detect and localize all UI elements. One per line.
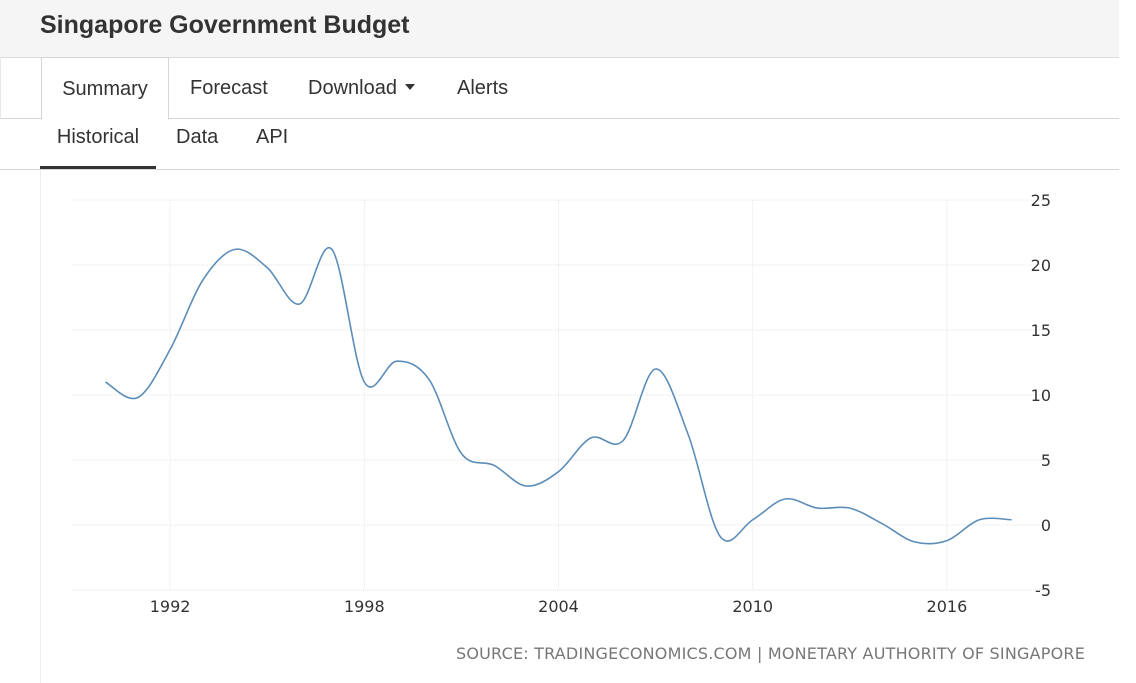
y-tick-label: 10 (1031, 386, 1051, 405)
tab-alerts[interactable]: Alerts (457, 77, 509, 99)
data-point[interactable] (813, 504, 821, 512)
subtab-historical[interactable]: Historical (40, 119, 156, 169)
data-point[interactable] (166, 346, 174, 354)
chart-grid (73, 199, 1044, 591)
data-point[interactable] (878, 520, 886, 528)
tab-forecast[interactable]: Forecast (190, 77, 268, 99)
data-point[interactable] (231, 245, 239, 253)
data-point[interactable] (198, 277, 206, 285)
data-point[interactable] (749, 516, 757, 524)
data-point[interactable] (943, 537, 951, 545)
tab-download[interactable]: Download (308, 57, 415, 119)
y-tick-label: 5 (1041, 451, 1051, 470)
data-point[interactable] (490, 461, 498, 469)
tab-download-label: Download (308, 77, 397, 99)
y-tick-label: -5 (1035, 581, 1051, 600)
x-axis: 1992 1998 2004 2010 2016 (150, 597, 968, 616)
source-note: SOURCE: TRADINGECONOMICS.COM | MONETARY … (456, 644, 1086, 663)
tab-summary[interactable]: Summary (41, 57, 169, 120)
page-header: Singapore Government Budget (0, 0, 1119, 58)
data-point[interactable] (296, 300, 304, 308)
data-point[interactable] (263, 264, 271, 272)
subtab-data[interactable]: Data (176, 126, 219, 148)
data-point[interactable] (781, 495, 789, 503)
data-point[interactable] (846, 504, 854, 512)
y-tick-label: 25 (1031, 191, 1051, 210)
data-point[interactable] (393, 357, 401, 365)
x-tick-label: 2016 (927, 597, 968, 616)
subtab-api[interactable]: API (256, 126, 289, 148)
y-tick-label: 20 (1031, 256, 1051, 275)
y-axis: -5 0 5 10 15 20 25 (1031, 191, 1051, 600)
sub-tabs: Historical Data API (0, 119, 1119, 170)
caret-down-icon (404, 83, 415, 90)
x-tick-label: 2010 (732, 597, 773, 616)
data-point[interactable] (716, 533, 724, 541)
data-point[interactable] (134, 394, 142, 402)
data-point[interactable] (652, 365, 660, 373)
main-tabs: Summary Forecast Download Alerts (0, 57, 1119, 120)
x-tick-label: 1998 (344, 597, 385, 616)
data-point[interactable] (975, 516, 983, 524)
y-tick-label: 15 (1031, 321, 1051, 340)
budget-line-chart: -5 0 5 10 15 20 25 1992 1998 2004 2010 2016 (73, 191, 1051, 616)
data-point[interactable] (1008, 516, 1016, 524)
x-tick-label: 1992 (150, 597, 191, 616)
series-line (104, 246, 1012, 545)
chart-container: -5 0 5 10 15 20 25 1992 1998 2004 2010 2016 (40, 170, 1119, 683)
data-point[interactable] (619, 437, 627, 445)
x-tick-label: 2004 (538, 597, 579, 616)
data-point[interactable] (555, 468, 563, 476)
data-point[interactable] (457, 450, 465, 458)
data-point[interactable] (328, 245, 336, 253)
chart-series (101, 245, 1016, 546)
y-tick-label: 0 (1041, 516, 1051, 535)
page-title: Singapore Government Budget (40, 11, 410, 39)
data-point[interactable] (360, 378, 368, 386)
data-point[interactable] (587, 434, 595, 442)
data-point[interactable] (522, 482, 530, 490)
data-point[interactable] (425, 375, 433, 383)
data-point[interactable] (911, 538, 919, 546)
data-point[interactable] (101, 378, 109, 386)
data-point[interactable] (684, 430, 692, 438)
